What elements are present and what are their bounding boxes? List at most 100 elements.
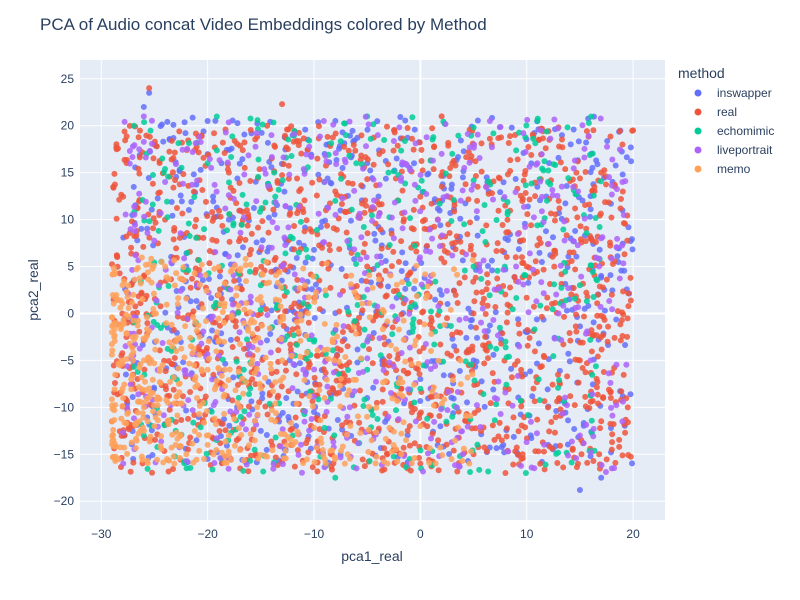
data-point — [162, 263, 169, 270]
data-point — [564, 373, 571, 380]
data-point — [287, 233, 294, 240]
data-point — [196, 402, 203, 409]
data-point — [237, 235, 244, 242]
data-point — [138, 453, 145, 460]
data-point — [149, 265, 156, 272]
data-point — [187, 334, 194, 341]
data-point — [168, 137, 175, 144]
data-point — [464, 131, 471, 138]
data-point — [590, 319, 597, 326]
data-point — [385, 169, 392, 176]
data-point — [382, 175, 389, 182]
data-point — [410, 206, 417, 213]
data-point — [411, 160, 418, 167]
data-point — [194, 177, 201, 184]
data-point — [172, 177, 179, 184]
data-point — [163, 301, 170, 308]
data-point — [363, 278, 370, 285]
data-point — [353, 465, 360, 472]
data-point — [366, 272, 373, 279]
data-point — [565, 285, 572, 292]
data-point — [518, 403, 525, 410]
data-point — [512, 448, 519, 455]
data-point — [300, 460, 307, 467]
data-point — [361, 240, 368, 247]
data-point — [516, 330, 523, 337]
data-point — [528, 222, 535, 229]
data-point — [391, 127, 398, 134]
data-point — [566, 358, 573, 365]
data-point — [310, 273, 317, 280]
data-point — [562, 268, 569, 275]
data-point — [199, 277, 206, 284]
data-point — [267, 360, 274, 367]
data-point — [411, 381, 418, 388]
data-point — [407, 167, 414, 174]
data-point — [555, 154, 562, 161]
data-point — [466, 144, 473, 151]
data-point — [504, 216, 511, 223]
data-point — [152, 310, 159, 317]
data-point — [418, 177, 425, 184]
data-point — [120, 395, 127, 402]
data-point — [112, 402, 119, 409]
data-point — [627, 274, 634, 281]
data-point — [608, 182, 615, 189]
data-point — [218, 372, 225, 379]
data-point — [594, 312, 601, 319]
data-point — [257, 208, 264, 215]
data-point — [561, 237, 568, 244]
data-point — [321, 346, 328, 353]
data-point — [306, 137, 313, 144]
data-point — [444, 407, 451, 414]
data-point — [130, 317, 137, 324]
data-point — [366, 314, 373, 321]
data-point — [166, 148, 173, 155]
data-point — [462, 200, 469, 207]
data-point — [299, 277, 306, 284]
data-point — [565, 452, 572, 459]
data-point — [438, 406, 445, 413]
data-point — [203, 450, 210, 457]
data-point — [589, 391, 596, 398]
data-point — [210, 451, 217, 458]
data-point — [247, 293, 254, 300]
data-point — [442, 170, 449, 177]
data-point — [351, 246, 358, 253]
data-point — [298, 150, 305, 157]
data-point — [292, 414, 299, 421]
data-point — [280, 323, 287, 330]
data-point — [389, 303, 396, 310]
data-point — [190, 459, 197, 466]
data-point — [278, 383, 285, 390]
data-point — [138, 225, 145, 232]
data-point — [416, 254, 423, 261]
data-point — [629, 460, 636, 467]
data-point — [135, 398, 142, 405]
data-point — [124, 294, 131, 301]
data-point — [185, 267, 192, 274]
data-point — [291, 223, 298, 230]
data-point — [456, 368, 463, 375]
data-point — [296, 360, 303, 367]
data-point — [345, 367, 352, 374]
data-point — [182, 323, 189, 330]
data-point — [202, 198, 209, 205]
data-point — [563, 183, 570, 190]
data-point — [621, 220, 628, 227]
data-point — [114, 253, 121, 260]
data-point — [324, 133, 331, 140]
y-tick-label: −15 — [54, 447, 75, 461]
data-point — [303, 151, 310, 158]
data-point — [499, 247, 506, 254]
data-point — [420, 362, 427, 369]
data-point — [215, 364, 222, 371]
data-point — [390, 428, 397, 435]
data-point — [428, 358, 435, 365]
data-point — [311, 459, 318, 466]
data-point — [281, 188, 288, 195]
data-point — [622, 429, 629, 436]
data-point — [399, 379, 406, 386]
data-point — [200, 456, 207, 463]
data-point — [486, 135, 493, 142]
